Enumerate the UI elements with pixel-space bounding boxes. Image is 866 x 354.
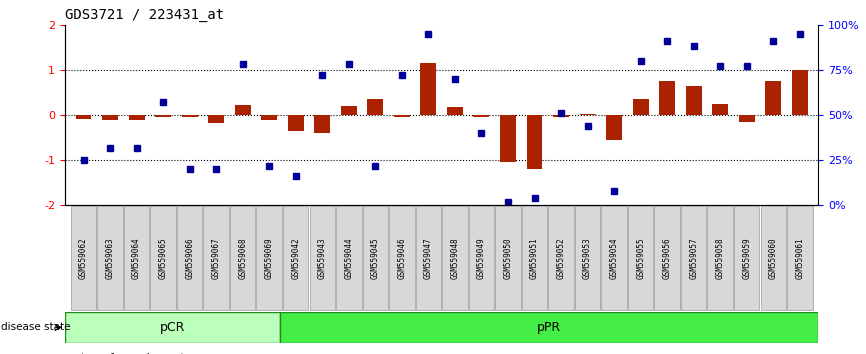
FancyBboxPatch shape: [443, 206, 468, 310]
Text: GSM559065: GSM559065: [158, 238, 168, 279]
Text: GSM559047: GSM559047: [423, 238, 433, 279]
Text: GSM559064: GSM559064: [132, 238, 141, 279]
FancyBboxPatch shape: [309, 206, 335, 310]
Bar: [553, 115, 569, 117]
Text: ■: ■: [65, 351, 77, 354]
Bar: [606, 115, 622, 140]
Bar: [500, 115, 516, 162]
FancyBboxPatch shape: [124, 206, 149, 310]
FancyBboxPatch shape: [389, 206, 415, 310]
FancyBboxPatch shape: [601, 206, 627, 310]
FancyBboxPatch shape: [230, 206, 255, 310]
Text: transformed count: transformed count: [81, 353, 184, 354]
Text: GSM559049: GSM559049: [477, 238, 486, 279]
FancyBboxPatch shape: [416, 206, 441, 310]
Text: GSM559046: GSM559046: [397, 238, 406, 279]
FancyBboxPatch shape: [363, 206, 388, 310]
Bar: [659, 81, 675, 115]
Text: GSM559052: GSM559052: [557, 238, 565, 279]
FancyBboxPatch shape: [628, 206, 653, 310]
FancyBboxPatch shape: [522, 206, 547, 310]
Text: GSM559058: GSM559058: [715, 238, 725, 279]
Text: GSM559055: GSM559055: [637, 238, 645, 279]
Text: GSM559056: GSM559056: [662, 238, 672, 279]
FancyBboxPatch shape: [708, 206, 733, 310]
FancyBboxPatch shape: [681, 206, 707, 310]
Text: pPR: pPR: [537, 321, 561, 334]
Text: GSM559042: GSM559042: [291, 238, 301, 279]
Text: pCR: pCR: [160, 321, 185, 334]
Text: GSM559054: GSM559054: [610, 238, 618, 279]
Text: GSM559048: GSM559048: [450, 238, 460, 279]
FancyBboxPatch shape: [469, 206, 494, 310]
Bar: [75, 115, 92, 119]
Text: GSM559066: GSM559066: [185, 238, 194, 279]
FancyBboxPatch shape: [71, 206, 96, 310]
Bar: [633, 99, 649, 115]
Bar: [394, 115, 410, 117]
FancyBboxPatch shape: [575, 206, 600, 310]
Bar: [579, 114, 596, 115]
Text: GSM559063: GSM559063: [106, 238, 114, 279]
Bar: [262, 115, 277, 120]
Bar: [367, 99, 384, 115]
Bar: [155, 115, 171, 117]
Text: GSM559051: GSM559051: [530, 238, 539, 279]
Text: GDS3721 / 223431_at: GDS3721 / 223431_at: [65, 8, 224, 22]
Bar: [288, 115, 304, 131]
FancyBboxPatch shape: [177, 206, 203, 310]
Text: GSM559057: GSM559057: [689, 238, 698, 279]
Bar: [420, 63, 436, 115]
FancyBboxPatch shape: [655, 206, 680, 310]
Text: GSM559060: GSM559060: [769, 238, 778, 279]
FancyBboxPatch shape: [548, 206, 574, 310]
FancyBboxPatch shape: [734, 206, 759, 310]
Bar: [341, 106, 357, 115]
Text: GSM559043: GSM559043: [318, 238, 326, 279]
Bar: [314, 115, 330, 133]
FancyBboxPatch shape: [151, 206, 176, 310]
FancyBboxPatch shape: [336, 206, 361, 310]
Text: GSM559067: GSM559067: [211, 238, 221, 279]
FancyBboxPatch shape: [256, 206, 282, 310]
Bar: [208, 115, 224, 123]
Bar: [474, 115, 489, 117]
Bar: [447, 107, 463, 115]
Text: GSM559044: GSM559044: [345, 238, 353, 279]
FancyBboxPatch shape: [283, 206, 308, 310]
FancyBboxPatch shape: [787, 206, 812, 310]
Bar: [686, 86, 701, 115]
Text: GSM559053: GSM559053: [583, 238, 592, 279]
Bar: [739, 115, 754, 122]
FancyBboxPatch shape: [65, 312, 281, 343]
Text: GSM559059: GSM559059: [742, 238, 751, 279]
Bar: [102, 115, 118, 120]
Text: GSM559061: GSM559061: [795, 238, 805, 279]
Text: GSM559050: GSM559050: [503, 238, 513, 279]
Bar: [527, 115, 542, 169]
Bar: [129, 115, 145, 120]
Text: disease state: disease state: [1, 322, 74, 332]
Text: GSM559069: GSM559069: [265, 238, 274, 279]
Bar: [792, 70, 808, 115]
FancyBboxPatch shape: [204, 206, 229, 310]
FancyBboxPatch shape: [281, 312, 818, 343]
FancyBboxPatch shape: [97, 206, 123, 310]
Text: GSM559045: GSM559045: [371, 238, 380, 279]
Text: GSM559062: GSM559062: [79, 238, 88, 279]
Bar: [235, 105, 250, 115]
Bar: [182, 115, 197, 117]
FancyBboxPatch shape: [760, 206, 786, 310]
Bar: [712, 104, 728, 115]
Text: GSM559068: GSM559068: [238, 238, 247, 279]
Bar: [766, 81, 781, 115]
FancyBboxPatch shape: [495, 206, 520, 310]
